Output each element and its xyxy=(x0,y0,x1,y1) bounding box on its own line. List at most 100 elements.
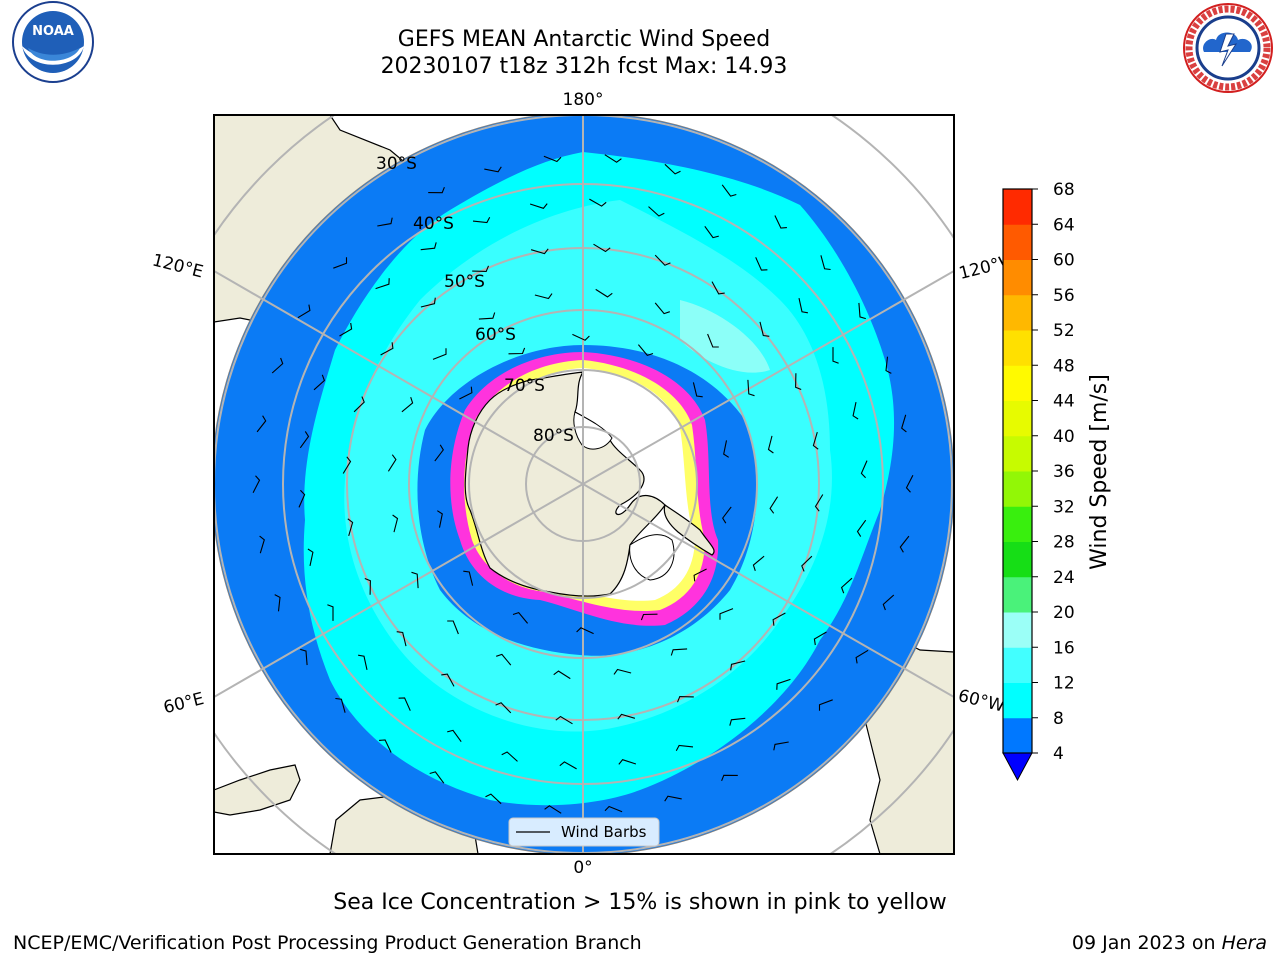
wind-barb xyxy=(675,744,694,752)
run-date: 09 Jan 2023 on xyxy=(1071,932,1216,954)
wind-barb xyxy=(459,386,473,400)
wind-barb xyxy=(358,654,368,671)
wind-barb xyxy=(364,577,371,595)
wind-barb xyxy=(508,347,526,355)
wind-barb xyxy=(637,344,654,357)
wind-barb xyxy=(485,793,502,805)
wind-barb xyxy=(298,489,306,508)
wind-barb xyxy=(711,281,725,295)
wind-barb xyxy=(723,440,729,458)
wind-barb xyxy=(721,184,737,197)
wind-barb xyxy=(353,396,365,413)
map-frame xyxy=(213,114,955,855)
wind-barb xyxy=(429,771,445,784)
wind-barb xyxy=(496,653,512,666)
sea-ice-note: Sea Ice Concentration > 15% is shown in … xyxy=(333,890,947,915)
lat-label-80s: 80°S xyxy=(533,426,574,446)
wind-barb xyxy=(676,696,694,703)
wind-barb xyxy=(437,510,443,528)
wind-barb xyxy=(428,186,445,194)
wind-barb xyxy=(333,257,348,269)
wind-barb xyxy=(398,697,411,711)
wind-barb xyxy=(271,357,284,374)
wind-barb xyxy=(447,620,459,635)
lon-label-60w: 60°W xyxy=(956,686,1007,717)
wind-barb xyxy=(722,506,732,524)
wind-barb xyxy=(767,435,774,454)
wind-barb xyxy=(858,302,866,320)
wind-barb xyxy=(664,795,682,802)
lon-label-120w: 120°W xyxy=(957,251,1018,284)
wind-barb xyxy=(534,293,553,300)
wind-barb xyxy=(832,347,839,364)
lon-label-0: 0° xyxy=(573,858,592,878)
wind-barb xyxy=(377,217,393,227)
wind-barb xyxy=(484,166,502,173)
wind-barb xyxy=(801,555,813,572)
wind-barb xyxy=(530,248,549,255)
nws-logo xyxy=(1183,3,1273,93)
lat-label-50s: 50°S xyxy=(444,272,485,292)
wind-barb xyxy=(729,717,746,726)
wind-barb xyxy=(252,475,261,493)
wind-barb xyxy=(256,415,267,433)
wind-barb xyxy=(593,243,611,253)
wind-barb xyxy=(901,414,907,433)
wind-barb xyxy=(347,518,354,537)
wind-barb-legend: Wind Barbs xyxy=(508,817,660,847)
lat-label-40s: 40°S xyxy=(413,214,454,234)
lon-label-180: 180° xyxy=(563,90,604,110)
lat-label-70s: 70°S xyxy=(504,376,545,396)
wind-barb xyxy=(798,297,808,314)
wind-barb xyxy=(719,608,734,620)
wind-barb xyxy=(759,321,770,337)
wind-barb xyxy=(774,215,787,229)
wind-barb xyxy=(755,257,768,271)
wind-barb xyxy=(297,304,311,319)
wind-barb xyxy=(472,216,491,224)
wind-barb xyxy=(572,333,590,341)
wind-barb xyxy=(648,206,665,217)
lon-label-120e: 120°E xyxy=(150,250,205,282)
wind-barb xyxy=(543,155,562,163)
wind-barb xyxy=(259,535,265,554)
wind-barb xyxy=(814,494,824,512)
longitude-gridlines xyxy=(214,115,954,854)
wind-barb xyxy=(899,535,910,553)
wind-barb xyxy=(463,570,474,586)
wind-barb xyxy=(299,431,310,449)
wind-barb xyxy=(640,613,658,621)
wind-barb xyxy=(752,555,765,571)
wind-barb xyxy=(512,611,529,624)
wind-barb xyxy=(529,203,548,209)
wind-barb xyxy=(589,198,607,207)
wind-barb xyxy=(478,312,496,320)
wind-barb xyxy=(420,242,437,251)
wind-barb xyxy=(472,265,490,272)
wind-barb xyxy=(670,648,688,656)
wind-barb xyxy=(544,805,562,814)
wind-barb xyxy=(313,374,326,391)
wind-barb xyxy=(307,548,314,567)
wind-barb xyxy=(553,670,571,680)
antarctic-peninsula xyxy=(663,504,715,556)
wind-barb xyxy=(495,702,512,714)
wind-barb xyxy=(434,444,444,462)
plot-subtitle: 20230107 t18z 312h fcst Max: 14.93 xyxy=(380,54,788,79)
wind-barb xyxy=(855,649,869,664)
wind-barb xyxy=(617,713,636,720)
wind-barb xyxy=(707,333,719,348)
wind-barb xyxy=(379,739,392,753)
wind-barb xyxy=(704,225,719,239)
wind-barb xyxy=(818,699,833,711)
wind-barb xyxy=(692,382,703,398)
wind-barb xyxy=(274,594,281,612)
madagascar-land xyxy=(214,764,301,816)
wind-barb xyxy=(342,456,352,474)
wind-barb xyxy=(375,278,390,290)
wind-barb xyxy=(441,673,455,687)
wind-barb xyxy=(300,648,308,666)
wind-barb xyxy=(576,627,594,635)
wind-barb xyxy=(856,519,867,537)
